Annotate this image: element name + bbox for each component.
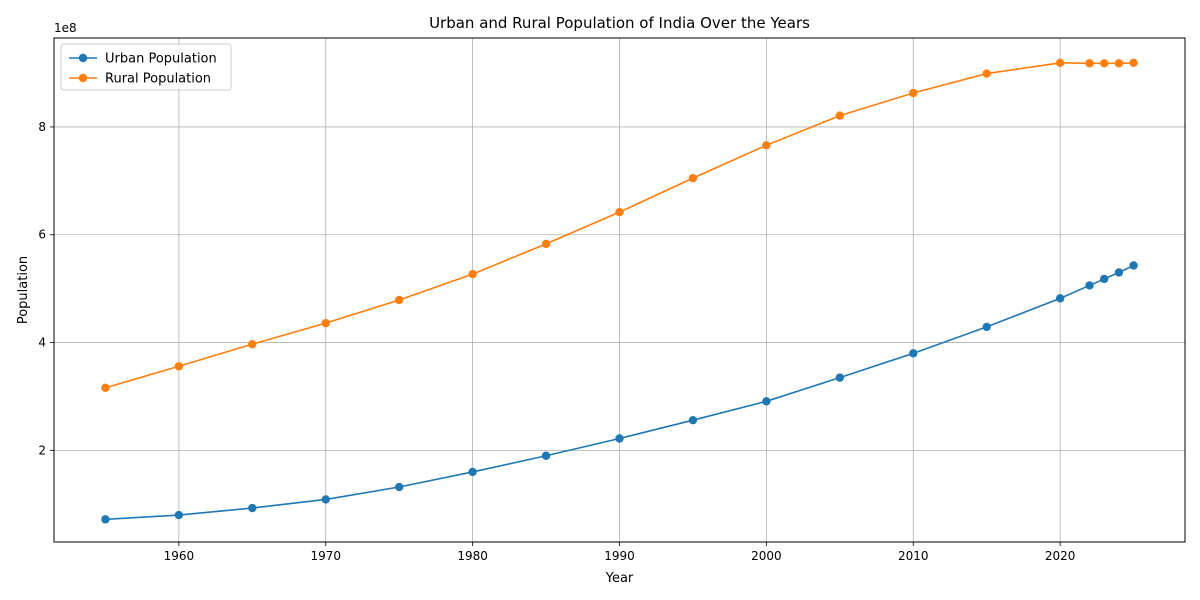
data-point — [1100, 59, 1109, 68]
data-point — [982, 322, 991, 332]
data-point — [321, 318, 330, 328]
x-tick-label: 1960 — [164, 549, 195, 563]
x-tick-label: 2000 — [751, 549, 782, 563]
legend-marker — [78, 53, 88, 63]
data-point — [909, 349, 918, 358]
x-tick-label: 2020 — [1045, 549, 1076, 563]
data-point — [1085, 59, 1094, 68]
data-point — [248, 339, 257, 349]
data-point — [321, 495, 330, 504]
legend: Urban Population Rural Population — [60, 43, 232, 91]
data-point — [1055, 294, 1065, 303]
x-tick-label: 2010 — [898, 549, 929, 563]
data-point — [1129, 58, 1138, 67]
data-point — [174, 510, 184, 520]
data-point — [541, 239, 551, 249]
data-point — [615, 434, 624, 443]
x-tick-label: 1970 — [310, 549, 341, 563]
x-axis-label: Year — [605, 571, 634, 586]
data-point — [762, 141, 771, 150]
legend-item: Rural Population — [69, 72, 211, 87]
data-point — [394, 482, 404, 492]
data-point — [835, 373, 845, 382]
legend-box — [60, 43, 232, 91]
data-point — [394, 295, 404, 305]
data-point — [982, 69, 991, 78]
data-point — [174, 362, 184, 371]
data-point — [468, 269, 477, 279]
data-point — [541, 451, 551, 460]
data-point — [615, 207, 624, 217]
y-tick-label: 6 — [38, 228, 46, 242]
legend-label: Rural Population — [105, 72, 211, 87]
grid-lines — [54, 38, 1185, 542]
y-tick-label: 2 — [38, 443, 46, 457]
data-point — [1100, 274, 1109, 284]
series-layer — [101, 58, 1138, 524]
legend-label: Urban Population — [105, 52, 217, 67]
data-point — [101, 383, 110, 393]
data-point — [101, 515, 110, 524]
series-urban — [101, 261, 1138, 524]
y-axis-scale-label: 1e8 — [54, 21, 77, 35]
data-point — [248, 503, 257, 513]
data-point — [909, 88, 918, 98]
data-point — [762, 397, 771, 406]
y-axis-ticks: 2 4 6 8 — [38, 120, 54, 457]
data-point — [688, 173, 698, 183]
data-point — [1114, 59, 1124, 68]
data-point — [688, 415, 698, 425]
data-point — [1129, 261, 1138, 270]
x-tick-label: 1980 — [457, 549, 488, 563]
legend-marker — [78, 73, 88, 83]
x-axis-ticks: 1960 1970 1980 1990 2000 2010 2020 — [164, 542, 1076, 563]
data-point — [1085, 281, 1094, 290]
y-tick-label: 4 — [38, 336, 46, 350]
data-point — [468, 467, 477, 477]
series-rural — [101, 58, 1138, 393]
chart-title: Urban and Rural Population of India Over… — [429, 14, 810, 32]
legend-item: Urban Population — [69, 52, 217, 67]
data-point — [835, 111, 845, 120]
y-axis-label: Population — [16, 256, 31, 324]
data-point — [1055, 58, 1065, 67]
y-tick-label: 8 — [38, 120, 46, 134]
data-point — [1114, 268, 1124, 277]
x-tick-label: 1990 — [604, 549, 635, 563]
